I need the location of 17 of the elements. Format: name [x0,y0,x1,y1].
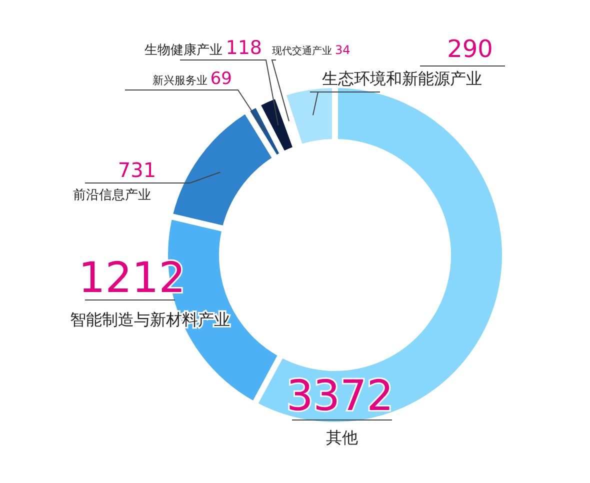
data-label: 34 [335,43,350,57]
slice-label: 新兴服务业 [152,74,208,87]
slice-label: 其他 [326,428,358,447]
donut-slice [248,106,282,157]
data-label: 731 [118,158,156,182]
slice-label: 生态环境和新能源产业 [322,69,482,88]
data-label: 3372 [286,371,394,420]
donut-slice [284,86,334,146]
data-label: 69 [210,69,232,89]
donut-slice [258,96,295,153]
slice-label: 智能制造与新材料产业 [70,310,230,329]
donut-slice [170,112,274,228]
slice-label: 现代交通产业 [272,45,332,57]
data-label: 290 [447,35,493,63]
data-label: 118 [226,37,262,59]
slice-label: 生物健康产业 [144,43,223,58]
slice-label: 前沿信息产业 [73,188,151,203]
